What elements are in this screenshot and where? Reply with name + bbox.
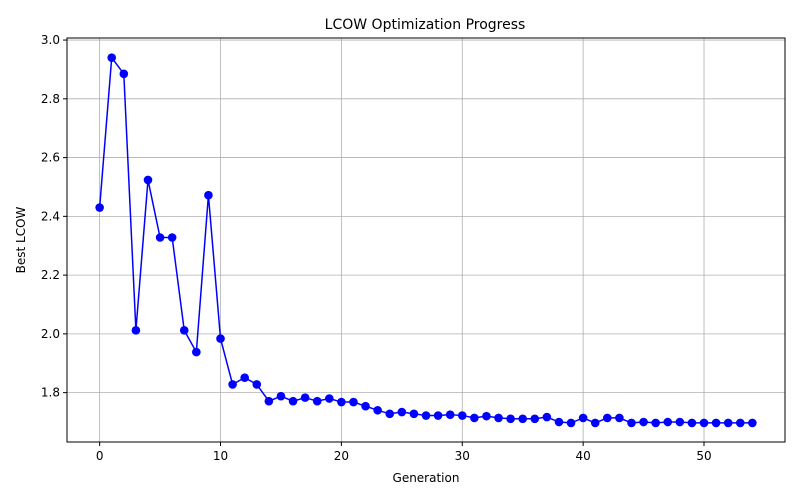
- y-tick-label: 2.8: [41, 92, 60, 106]
- data-point: [252, 380, 262, 389]
- data-point: [131, 326, 141, 335]
- data-point: [143, 175, 153, 185]
- data-point: [639, 417, 648, 427]
- data-point: [276, 391, 286, 401]
- data-point: [566, 418, 576, 428]
- data-point: [530, 414, 540, 424]
- data-point: [179, 326, 189, 335]
- data-point: [312, 396, 322, 406]
- data-point: [735, 418, 745, 428]
- data-point: [542, 412, 552, 422]
- data-point: [95, 203, 104, 212]
- data-point: [590, 418, 600, 428]
- data-point: [300, 393, 310, 402]
- data-point: [506, 414, 515, 424]
- data-point: [518, 414, 528, 424]
- data-point: [578, 413, 588, 423]
- data-point: [373, 405, 382, 415]
- data-point: [155, 233, 165, 242]
- data-point: [615, 413, 624, 423]
- y-tick-label: 1.8: [41, 386, 60, 400]
- data-point: [361, 401, 370, 411]
- series-line: [98, 55, 753, 424]
- data-point: [748, 418, 757, 428]
- data-point: [216, 334, 225, 343]
- data-point: [445, 410, 455, 419]
- data-point: [409, 409, 419, 419]
- axis-ticks: 0 10 20 30 40 50 1.8 2.0 2.2 2.4 2.6 2.8 3.0: [41, 33, 712, 463]
- y-tick-label: 3.0: [41, 33, 60, 47]
- y-tick-label: 2.2: [41, 268, 60, 282]
- data-point: [324, 394, 334, 403]
- x-tick-label: 30: [455, 449, 470, 463]
- data-point: [457, 411, 467, 420]
- data-point: [699, 418, 709, 428]
- data-point: [228, 380, 237, 389]
- x-tick-label: 20: [334, 449, 349, 463]
- data-point: [433, 411, 443, 420]
- data-point: [627, 418, 636, 428]
- data-point: [349, 397, 358, 407]
- data-point: [723, 418, 733, 428]
- series-layer: [95, 53, 757, 428]
- data-point: [240, 373, 249, 382]
- y-tick-label: 2.0: [41, 327, 60, 341]
- x-tick-label: 50: [696, 449, 711, 463]
- data-point: [204, 190, 213, 200]
- y-tick-label: 2.4: [41, 209, 60, 223]
- data-point: [119, 69, 129, 79]
- data-point: [107, 53, 117, 62]
- data-point: [482, 411, 491, 421]
- y-axis-label: Best LCOW: [14, 206, 28, 273]
- y-tick-label: 2.6: [41, 151, 60, 165]
- data-point: [687, 418, 697, 428]
- x-tick-label: 0: [96, 449, 104, 463]
- data-point: [167, 233, 177, 242]
- data-point: [470, 413, 479, 423]
- data-point: [603, 413, 612, 423]
- data-point: [288, 396, 298, 406]
- x-tick-label: 40: [575, 449, 590, 463]
- data-point: [264, 396, 274, 406]
- data-point: [494, 413, 503, 423]
- data-point: [675, 417, 685, 427]
- data-point: [337, 397, 346, 407]
- x-tick-label: 10: [213, 449, 228, 463]
- data-point: [651, 418, 660, 428]
- data-point: [554, 417, 564, 427]
- data-point: [192, 347, 201, 357]
- data-point: [421, 411, 431, 420]
- chart-title: LCOW Optimization Progress: [325, 17, 526, 33]
- plot-frame: [66, 37, 786, 443]
- data-point: [397, 407, 407, 417]
- x-axis-label: Generation: [393, 471, 460, 485]
- data-point: [711, 418, 721, 428]
- data-point: [663, 417, 673, 427]
- grid-lines: [67, 38, 785, 442]
- data-point: [385, 409, 395, 419]
